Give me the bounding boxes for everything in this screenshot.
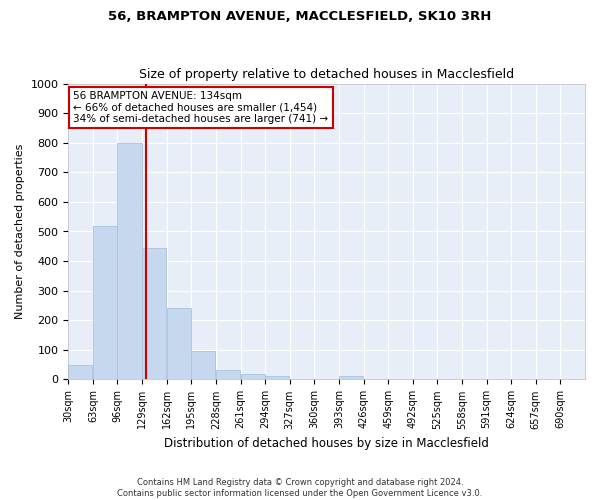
Bar [241,374,265,380]
Bar [167,308,191,380]
Bar [216,370,240,380]
Title: Size of property relative to detached houses in Macclesfield: Size of property relative to detached ho… [139,68,514,81]
Bar [118,142,142,380]
Bar [191,350,215,380]
Text: 56, BRAMPTON AVENUE, MACCLESFIELD, SK10 3RH: 56, BRAMPTON AVENUE, MACCLESFIELD, SK10 … [109,10,491,23]
Text: 56 BRAMPTON AVENUE: 134sqm
← 66% of detached houses are smaller (1,454)
34% of s: 56 BRAMPTON AVENUE: 134sqm ← 66% of deta… [73,91,329,124]
Bar [142,248,166,380]
Bar [93,226,117,380]
X-axis label: Distribution of detached houses by size in Macclesfield: Distribution of detached houses by size … [164,437,489,450]
Bar [339,376,363,380]
Text: Contains HM Land Registry data © Crown copyright and database right 2024.
Contai: Contains HM Land Registry data © Crown c… [118,478,482,498]
Bar [68,364,92,380]
Y-axis label: Number of detached properties: Number of detached properties [15,144,25,319]
Bar [265,376,289,380]
